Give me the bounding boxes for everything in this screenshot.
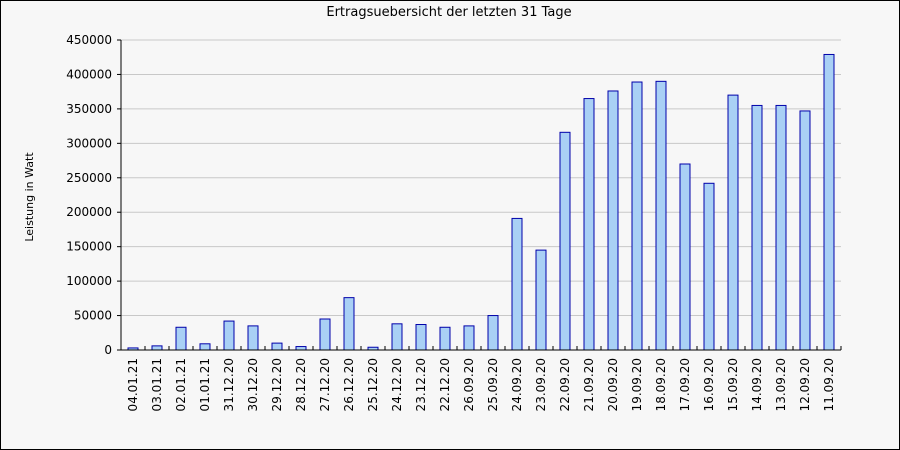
bar [151, 345, 163, 351]
bar [391, 323, 403, 351]
x-tick-label: 28.12.20 [294, 358, 308, 411]
x-tick-label: 26.12.20 [342, 358, 356, 411]
x-tick-label: 23.09.20 [534, 358, 548, 411]
x-tick-label: 21.09.20 [582, 358, 596, 411]
bar [199, 343, 211, 351]
x-tick-label: 24.12.20 [390, 358, 404, 411]
x-tick-label: 26.09.20 [462, 358, 476, 411]
y-tick-label: 100000 [66, 274, 112, 288]
x-tick-label: 14.09.20 [750, 358, 764, 411]
y-tick-label: 50000 [74, 309, 112, 323]
bar [295, 346, 307, 351]
x-tick-label: 27.12.20 [318, 358, 332, 411]
bar [775, 104, 787, 351]
x-tick-label: 29.12.20 [270, 358, 284, 411]
bar [319, 318, 331, 351]
y-tick-labels: 0 50000 100000 150000 200000 250000 300000 3500… [66, 33, 121, 357]
x-tick-label: 24.09.20 [510, 358, 524, 411]
bar [679, 163, 691, 351]
x-tick-label: 25.12.20 [366, 358, 380, 411]
bar [343, 297, 355, 351]
y-tick-label: 400000 [66, 67, 112, 81]
y-tick-label: 350000 [66, 102, 112, 116]
x-tick-label: 04.01.21 [126, 358, 140, 411]
bar [655, 80, 667, 351]
bar [559, 131, 571, 351]
gridlines [121, 39, 841, 317]
bar [703, 182, 715, 351]
y-axis-label: Leistung in Watt [23, 152, 36, 242]
y-tick-label: 300000 [66, 136, 112, 150]
x-tick-label: 22.09.20 [558, 358, 572, 411]
y-tick-label: 0 [104, 343, 112, 357]
bar [223, 320, 235, 351]
x-tick-label: 23.12.20 [414, 358, 428, 411]
bar [247, 325, 259, 351]
x-tick-label: 22.12.20 [438, 358, 452, 411]
bar [511, 217, 523, 351]
x-tick-label: 25.09.20 [486, 358, 500, 411]
bar [175, 326, 187, 351]
x-tick-label: 18.09.20 [654, 358, 668, 411]
bar [463, 325, 475, 351]
x-tick-label: 13.09.20 [774, 358, 788, 411]
x-tick-label: 16.09.20 [702, 358, 716, 411]
y-tick-label: 250000 [66, 171, 112, 185]
bar [799, 110, 811, 351]
bar [583, 98, 595, 351]
x-tick-label: 12.09.20 [798, 358, 812, 411]
bars [127, 53, 835, 351]
bar [487, 315, 499, 351]
x-tick-label: 20.09.20 [606, 358, 620, 411]
y-tick-label: 150000 [66, 240, 112, 254]
x-tick-label: 03.01.21 [150, 358, 164, 411]
bar [631, 81, 643, 351]
x-tick-label: 17.09.20 [678, 358, 692, 411]
bar [823, 53, 835, 351]
x-tick-labels: 04.01.21 03.01.21 02.01.21 01.01.21 31.12.20… [126, 358, 836, 411]
bar [439, 326, 451, 351]
x-tick-label: 11.09.20 [822, 358, 836, 411]
y-tick-label: 450000 [66, 33, 112, 47]
bar [535, 249, 547, 351]
bar [607, 90, 619, 351]
bar [751, 104, 763, 351]
x-tick-label: 02.01.21 [174, 358, 188, 411]
axes [120, 40, 842, 351]
y-tick-label: 200000 [66, 205, 112, 219]
bar [727, 94, 739, 351]
x-tick-label: 15.09.20 [726, 358, 740, 411]
x-tick-label: 30.12.20 [246, 358, 260, 411]
bar [415, 324, 427, 351]
chart-title: Ertragsuebersicht der letzten 31 Tage [326, 5, 571, 20]
x-tick-label: 01.01.21 [198, 358, 212, 411]
bar [271, 342, 283, 351]
x-tick-label: 31.12.20 [222, 358, 236, 411]
x-tick-label: 19.09.20 [630, 358, 644, 411]
